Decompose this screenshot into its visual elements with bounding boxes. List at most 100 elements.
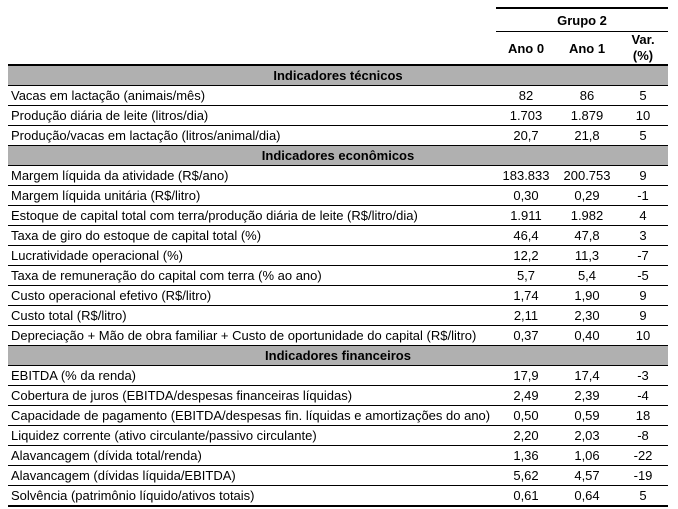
value-ano0: 0,30 [496, 185, 556, 206]
value-ano0: 12,2 [496, 245, 556, 266]
row-label: Taxa de remuneração do capital com terra… [8, 265, 496, 286]
col-header-var: Var. (%) [618, 31, 669, 66]
value-var: -8 [618, 425, 669, 446]
row-label: Alavancagem (dívidas líquida/EBITDA) [8, 465, 496, 486]
value-ano1: 1.879 [556, 105, 618, 126]
value-ano0: 1,36 [496, 445, 556, 466]
table-row: Alavancagem (dívida total/renda) 1,36 1,06… [8, 445, 669, 466]
table-row: Alavancagem (dívidas líquida/EBITDA) 5,62… [8, 465, 669, 486]
header-blank-cell [8, 8, 496, 32]
value-ano1: 47,8 [556, 225, 618, 246]
table-row: Vacas em lactação (animais/mês) 82 86 5 [8, 85, 669, 106]
value-var: 18 [618, 405, 669, 426]
value-var: 9 [618, 285, 669, 306]
indicators-table-wrapper: Grupo 2 Ano 0 Ano 1 Var. (%) Indicadores… [8, 7, 669, 507]
value-ano0: 1,74 [496, 285, 556, 306]
value-ano1: 200.753 [556, 165, 618, 186]
value-var: 5 [618, 485, 669, 507]
table-row: Solvência (patrimônio líquido/ativos tot… [8, 485, 669, 507]
section-title: Indicadores técnicos [8, 65, 669, 86]
table-row: Lucratividade operacional (%) 12,2 11,3 -7 [8, 245, 669, 266]
row-label: Alavancagem (dívida total/renda) [8, 445, 496, 466]
row-label: Estoque de capital total com terra/produ… [8, 205, 496, 226]
value-var: 9 [618, 305, 669, 326]
row-label: Produção/vacas em lactação (litros/anima… [8, 125, 496, 146]
value-ano0: 1.911 [496, 205, 556, 226]
indicators-table: Grupo 2 Ano 0 Ano 1 Var. (%) Indicadores… [8, 7, 669, 507]
section-header-row: Indicadores financeiros [8, 345, 669, 366]
row-label: Vacas em lactação (animais/mês) [8, 85, 496, 106]
value-ano0: 1.703 [496, 105, 556, 126]
value-ano0: 17,9 [496, 365, 556, 386]
row-label: Margem líquida unitária (R$/litro) [8, 185, 496, 206]
value-ano0: 0,61 [496, 485, 556, 507]
value-ano1: 11,3 [556, 245, 618, 266]
value-ano1: 86 [556, 85, 618, 106]
value-ano0: 2,20 [496, 425, 556, 446]
value-var: 4 [618, 205, 669, 226]
row-label: Produção diária de leite (litros/dia) [8, 105, 496, 126]
value-var: -5 [618, 265, 669, 286]
value-var: 5 [618, 85, 669, 106]
value-ano1: 0,59 [556, 405, 618, 426]
table-row: Custo operacional efetivo (R$/litro) 1,74… [8, 285, 669, 306]
value-ano1: 1.982 [556, 205, 618, 226]
table-row: Produção diária de leite (litros/dia) 1.7… [8, 105, 669, 126]
group-header: Grupo 2 [496, 7, 669, 32]
value-ano0: 2,49 [496, 385, 556, 406]
value-var: -3 [618, 365, 669, 386]
section-header-row: Indicadores técnicos [8, 65, 669, 86]
table-body: Indicadores técnicos Vacas em lactação (a… [8, 65, 669, 507]
value-ano1: 1,06 [556, 445, 618, 466]
table-row: Depreciação + Mão de obra familiar + Cus… [8, 325, 669, 346]
col-header-ano0: Ano 0 [496, 31, 556, 66]
table-row: Margem líquida unitária (R$/litro) 0,30 0,… [8, 185, 669, 206]
row-label: Taxa de giro do estoque de capital total… [8, 225, 496, 246]
row-label: Custo operacional efetivo (R$/litro) [8, 285, 496, 306]
value-ano0: 5,62 [496, 465, 556, 486]
value-var: 10 [618, 105, 669, 126]
value-ano0: 2,11 [496, 305, 556, 326]
value-ano0: 20,7 [496, 125, 556, 146]
row-label: Custo total (R$/litro) [8, 305, 496, 326]
value-ano1: 5,4 [556, 265, 618, 286]
table-row: Produção/vacas em lactação (litros/anima… [8, 125, 669, 146]
row-label: EBITDA (% da renda) [8, 365, 496, 386]
row-label: Capacidade de pagamento (EBITDA/despesas… [8, 405, 496, 426]
row-label: Liquidez corrente (ativo circulante/pass… [8, 425, 496, 446]
section-header-row: Indicadores econômicos [8, 145, 669, 166]
section-title: Indicadores financeiros [8, 345, 669, 366]
value-ano1: 4,57 [556, 465, 618, 486]
value-ano1: 2,39 [556, 385, 618, 406]
value-ano1: 17,4 [556, 365, 618, 386]
row-label: Solvência (patrimônio líquido/ativos tot… [8, 485, 496, 507]
header-blank-cell [8, 31, 496, 66]
table-row: EBITDA (% da renda) 17,9 17,4 -3 [8, 365, 669, 386]
table-row: Estoque de capital total com terra/produ… [8, 205, 669, 226]
table-row: Margem líquida da atividade (R$/ano) 183.… [8, 165, 669, 186]
row-label: Depreciação + Mão de obra familiar + Cus… [8, 325, 496, 346]
row-label: Lucratividade operacional (%) [8, 245, 496, 266]
table-row: Capacidade de pagamento (EBITDA/despesas… [8, 405, 669, 426]
value-var: -1 [618, 185, 669, 206]
value-ano0: 0,50 [496, 405, 556, 426]
value-ano0: 5,7 [496, 265, 556, 286]
value-ano1: 0,40 [556, 325, 618, 346]
value-ano0: 183.833 [496, 165, 556, 186]
value-var: 9 [618, 165, 669, 186]
value-ano1: 2,03 [556, 425, 618, 446]
value-ano0: 46,4 [496, 225, 556, 246]
value-ano0: 82 [496, 85, 556, 106]
group-header-row: Grupo 2 [8, 7, 669, 32]
col-header-ano1: Ano 1 [556, 31, 618, 66]
value-ano0: 0,37 [496, 325, 556, 346]
value-var: 10 [618, 325, 669, 346]
value-ano1: 21,8 [556, 125, 618, 146]
value-var: -7 [618, 245, 669, 266]
section-title: Indicadores econômicos [8, 145, 669, 166]
value-ano1: 2,30 [556, 305, 618, 326]
value-var: 5 [618, 125, 669, 146]
table-row: Cobertura de juros (EBITDA/despesas fina… [8, 385, 669, 406]
value-var: -22 [618, 445, 669, 466]
table-row: Taxa de remuneração do capital com terra… [8, 265, 669, 286]
